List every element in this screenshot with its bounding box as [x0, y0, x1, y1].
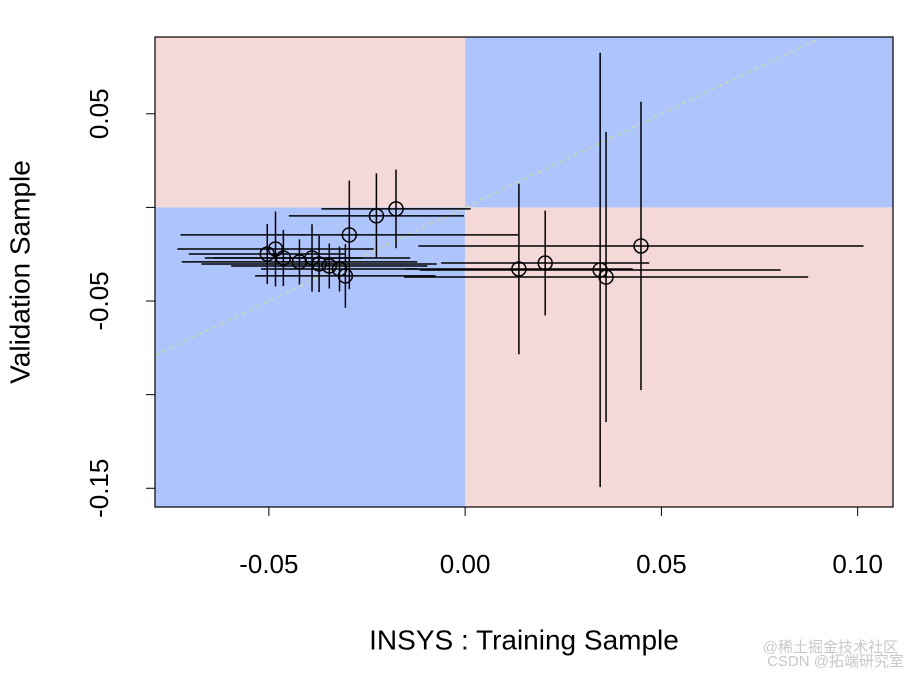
point [368, 208, 385, 224]
point [321, 258, 338, 274]
point [267, 241, 284, 257]
point [311, 256, 327, 272]
x-tick-label: -0.05 [239, 549, 298, 579]
x-axis-title: INSYS : Training Sample [369, 624, 679, 655]
background-quadrant [465, 37, 893, 208]
x-tick-label: 0.05 [636, 549, 687, 579]
reference-line [154, 36, 823, 357]
x-tick-label: 0.10 [832, 549, 883, 579]
point [633, 238, 649, 254]
y-tick-label: -0.05 [84, 271, 114, 330]
watermark: @稀土掘金技术社区 [763, 639, 898, 656]
background-quadrant [465, 207, 893, 507]
point [259, 246, 276, 262]
watermark: CSDN @拓端研究室 [767, 653, 904, 670]
y-axis-title: Validation Sample [4, 160, 35, 384]
y-tick-label: 0.05 [84, 88, 114, 139]
background-quadrant [155, 37, 466, 208]
plot-area [154, 36, 893, 507]
point [598, 269, 614, 285]
point [511, 261, 527, 277]
point [331, 261, 348, 277]
x-tick-label: 0.00 [440, 549, 491, 579]
plot-frame [154, 36, 894, 508]
background-quadrant [155, 207, 466, 507]
point [341, 227, 358, 243]
y-tick-label: -0.15 [84, 459, 114, 518]
